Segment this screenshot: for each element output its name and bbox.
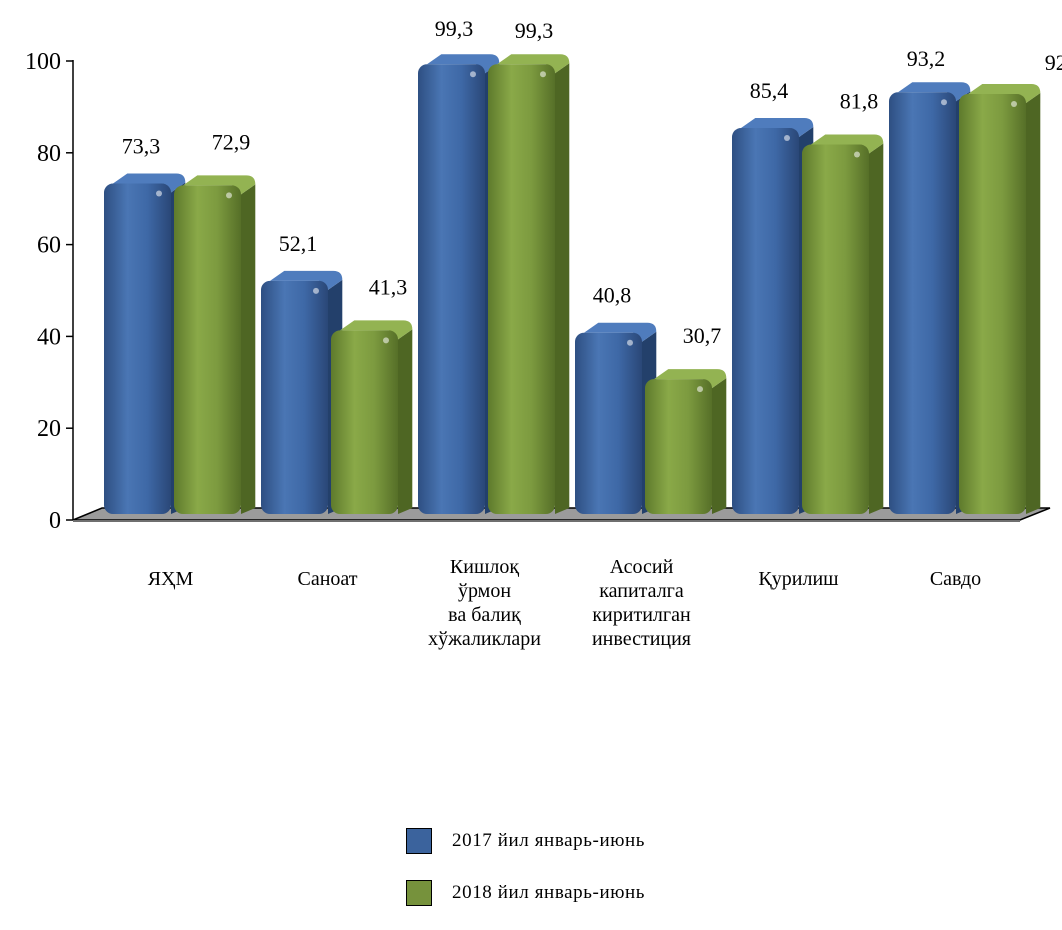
data-label-2018-2: 99,3 (515, 18, 554, 43)
legend-label-2017: 2017 йил январь-июнь (452, 830, 646, 851)
bar-2017-2 (418, 54, 500, 514)
legend-label-2018: 2018 йил январь-июнь (452, 882, 646, 903)
bar-2017-4 (732, 118, 814, 514)
data-label-2018-4: 81,8 (840, 89, 879, 114)
data-label-2018-5: 92,8 (1045, 50, 1062, 75)
category-label-1: Саноат (297, 568, 357, 590)
y-tick-label: 100 (25, 49, 61, 75)
data-label-2018-3: 30,7 (683, 323, 722, 348)
y-tick-label: 80 (37, 141, 61, 167)
y-tick-label: 60 (37, 233, 61, 259)
bar-2017-1 (261, 270, 343, 514)
category-label-4: Қурилиш (758, 568, 839, 590)
bar-2018-4 (802, 134, 884, 514)
category-label-2: Кишлоқ ўрмон ва балиқ хўжаликлари (428, 556, 541, 650)
data-label-2018-0: 72,9 (212, 129, 251, 154)
legend-item-2017: 2017 йил январь-июнь (406, 826, 645, 856)
bar-2018-2 (488, 54, 570, 514)
bar-2018-0 (174, 175, 256, 514)
bar-2017-5 (889, 82, 971, 514)
category-label-5: Савдо (930, 568, 981, 590)
legend-item-2018: 2018 йил январь-июнь (406, 878, 645, 908)
y-tick-label: 20 (37, 416, 61, 442)
data-label-2017-0: 73,3 (122, 134, 161, 159)
category-label-3: Асосий капиталга киритилган инвестиция (592, 556, 691, 650)
data-label-2017-1: 52,1 (279, 231, 318, 256)
y-tick-label: 0 (49, 508, 61, 534)
data-label-2017-5: 93,2 (907, 46, 946, 71)
bar-2018-5 (959, 84, 1041, 514)
legend: 2017 йил январь-июнь 2018 йил январь-июн… (406, 826, 645, 930)
legend-swatch-2017 (406, 828, 432, 854)
legend-swatch-2018 (406, 880, 432, 906)
category-label-0: ЯҲМ (148, 568, 194, 590)
bar-chart: 0 20 40 60 80 100 73,3 52,1 99,3 40,8 85,4 93,2 72,… (25, 16, 1062, 650)
bar-2017-3 (575, 322, 657, 514)
floor-edge (73, 520, 1020, 522)
data-label-2017-2: 99,3 (435, 16, 474, 41)
data-label-2017-3: 40,8 (593, 283, 632, 308)
data-label-2017-4: 85,4 (750, 78, 789, 103)
bar-2017-0 (104, 173, 186, 515)
bar-2018-3 (645, 369, 727, 514)
y-tick-label: 40 (37, 324, 61, 350)
bar-2018-1 (331, 320, 413, 514)
data-label-2018-1: 41,3 (369, 274, 408, 299)
